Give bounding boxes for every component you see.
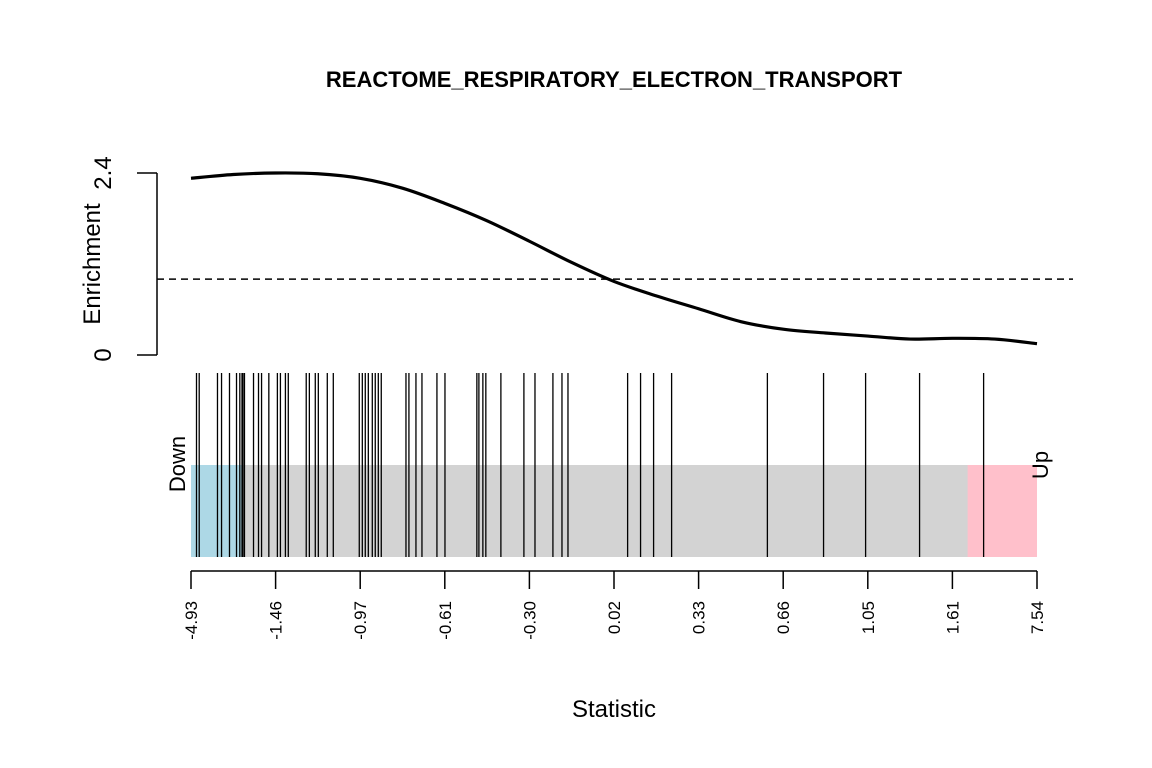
y-tick-label-top: 2.4 xyxy=(90,156,117,189)
barcode-panel: Down Up xyxy=(165,373,1053,557)
x-axis-label: Statistic xyxy=(572,696,656,723)
x-tick-label: -0.30 xyxy=(520,601,539,640)
x-tick-label: 0.02 xyxy=(605,601,624,634)
up-region xyxy=(967,465,1037,557)
x-axis: -4.93 -1.46 -0.97 -0.61 -0.30 0.02 0.33 0.66 1.0… xyxy=(182,570,1047,640)
enrichment-curve xyxy=(190,171,1038,346)
x-tick-label: 0.66 xyxy=(774,601,793,634)
x-tick-label: -0.61 xyxy=(436,601,455,640)
middle-region xyxy=(191,465,1037,557)
y-tick-label-bottom: 0 xyxy=(90,348,117,361)
gene-bars xyxy=(195,373,985,557)
enrichment-panel: 2.4 0 Enrichment xyxy=(79,156,1073,362)
x-tick-label: 1.05 xyxy=(859,601,878,634)
chart-title: REACTOME_RESPIRATORY_ELECTRON_TRANSPORT xyxy=(326,67,903,92)
y-axis-label: Enrichment xyxy=(79,203,106,325)
up-label: Up xyxy=(1028,451,1053,479)
x-tick-label: -4.93 xyxy=(182,601,201,640)
x-tick-label: -0.97 xyxy=(351,601,370,640)
x-tick-label: 0.33 xyxy=(690,601,709,634)
x-tick-label: 7.54 xyxy=(1028,601,1047,634)
down-label: Down xyxy=(165,436,190,492)
x-tick-label: 1.61 xyxy=(943,601,962,634)
x-tick-label: -1.46 xyxy=(267,601,286,640)
